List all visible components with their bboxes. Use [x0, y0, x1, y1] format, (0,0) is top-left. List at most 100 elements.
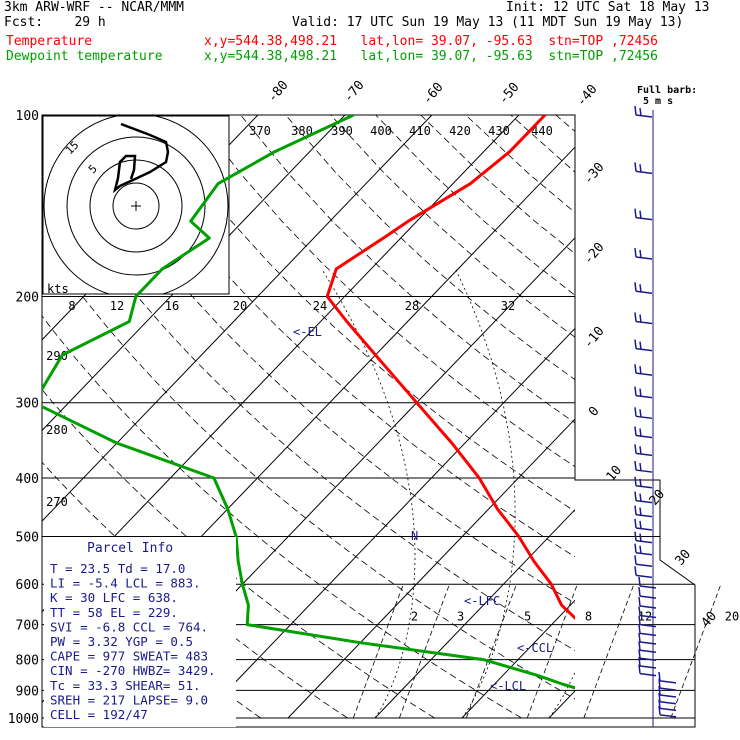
theta-label-390: 390	[331, 124, 353, 138]
isotherm-label--10: -10	[581, 324, 608, 352]
wind-barb	[634, 339, 653, 352]
wind-barb	[634, 505, 653, 518]
theta-label-430: 430	[488, 124, 510, 138]
wind-barb	[634, 566, 653, 579]
theta-label-380: 380	[291, 124, 313, 138]
pressure-label-700: 700	[16, 619, 39, 634]
wind-barb	[658, 671, 677, 684]
isotherm-labels: -80 -70 -60 -50 -40 -30 -20 -10 0 10 20 30 40	[265, 78, 720, 631]
isotherm-line	[636, 115, 740, 718]
wind-barb	[634, 364, 653, 376]
parcel-info-row: SREH = 217 LAPSE= 9.0	[50, 692, 208, 707]
parcel-info-row: Tc = 33.3 SHEAR= 51.	[50, 678, 201, 693]
dry-adiabat	[285, 115, 575, 381]
dry-adiabat	[42, 239, 575, 700]
hodograph-speed-tick-28: 28	[405, 299, 419, 313]
wind-barb	[634, 444, 653, 457]
parcel-info-panel: Parcel Info T = 23.5 Td = 17.0LI = -5.4 …	[44, 537, 236, 727]
isotherm-label--80: -80	[265, 78, 292, 106]
model-title: 3km ARW-WRF -- NCAR/MMM	[4, 0, 185, 15]
wind-barb	[634, 208, 653, 221]
pressure-label-100: 100	[16, 109, 39, 124]
moist-adiabat	[321, 268, 416, 719]
isotherm-label--20: -20	[581, 240, 608, 268]
dry-adiabat	[195, 115, 575, 468]
mixing-ratio-label-5: 5	[524, 610, 531, 624]
dry-adiabat	[646, 115, 740, 718]
wind-barb	[658, 678, 677, 691]
wind-barb	[634, 491, 653, 504]
theta-label-440: 440	[531, 124, 553, 138]
dry-adiabat	[465, 115, 575, 214]
mixing-ratio-label-3: 3	[457, 610, 464, 624]
isotherm-label-10: 10	[604, 463, 626, 485]
lcl-annotation: <-LCL	[490, 679, 526, 693]
init-time: Init: 12 UTC Sat 18 May 13	[506, 0, 710, 15]
mixing-ratio-line	[352, 584, 404, 719]
wind-barb	[658, 692, 677, 705]
parcel-info-row: CIN = -270 HWBZ= 3429.	[50, 663, 216, 678]
dewpoint-profile	[42, 115, 575, 690]
hodograph-ring-2	[89, 159, 183, 253]
mixing-ratio-label-2: 2	[411, 610, 418, 624]
parcel-info-row: PW = 3.32 YGP = 0.5	[50, 634, 193, 649]
theta-label-270: 270	[46, 495, 68, 509]
isotherm-line	[42, 115, 433, 522]
wind-barb	[634, 460, 653, 473]
wind-barb	[634, 386, 653, 399]
isotherm-line	[287, 418, 575, 719]
dry-adiabat	[601, 115, 740, 718]
parcel-info-row: TT = 58 EL = 229.	[50, 605, 178, 620]
isotherm-label-0: 0	[586, 404, 603, 420]
isotherm-label--40: -40	[574, 82, 601, 110]
hodograph-speed-tick-32: 32	[501, 299, 515, 313]
pressure-axis-labels: 100 200 300 400 500 600 700 800 900 1000	[8, 109, 39, 727]
isotherm-label-30: 30	[673, 547, 695, 569]
moist-adiabat	[723, 269, 740, 718]
theta-label-400: 400	[370, 124, 392, 138]
wind-barbs	[634, 105, 677, 727]
dry-adiabat	[691, 115, 740, 718]
dry-adiabat	[736, 115, 740, 718]
parcel-info-title: Parcel Info	[87, 541, 173, 556]
hodograph: 15 5	[42, 115, 230, 295]
mixing-ratio-labels: 2 3 5 8 12 20	[411, 610, 739, 624]
dry-adiabat	[105, 115, 575, 558]
isotherm-label--50: -50	[496, 80, 523, 108]
moist-adiabat-lines	[321, 268, 740, 719]
parcel-info-row: SVI = -6.8 CCL = 764.	[50, 619, 208, 634]
hodograph-units: kts	[47, 282, 69, 296]
wind-barb	[634, 105, 653, 118]
parcel-info-row: CELL = 192/47	[50, 707, 148, 722]
isotherm-label--70: -70	[341, 78, 368, 106]
hodograph-speed-tick-12: 12	[110, 299, 124, 313]
pressure-label-800: 800	[16, 654, 39, 669]
plot-frame	[41, 114, 696, 728]
valid-time: Valid: 17 UTC Sun 19 May 13 (11 MDT Sun …	[292, 15, 684, 30]
parcel-info-background	[44, 537, 236, 727]
mixing-ratio-label-8: 8	[585, 610, 592, 624]
dewpoint-legend-label: Dewpoint temperature	[6, 49, 163, 64]
isotherm-line	[200, 327, 575, 719]
barb-key-title: Full barb:	[637, 85, 697, 96]
theta-label-280: 280	[46, 423, 68, 437]
isotherm-label--60: -60	[420, 80, 447, 108]
isotherm-line	[42, 115, 346, 432]
pressure-label-1000: 1000	[8, 712, 39, 727]
wind-barb	[658, 705, 677, 718]
mixing-ratio-line	[670, 584, 722, 719]
hodograph-ring-3	[66, 136, 206, 276]
temperature-legend-label: Temperature	[6, 34, 93, 49]
isotherm-line	[374, 508, 575, 719]
hodograph-ring-4	[43, 116, 229, 294]
hodograph-trace	[112, 122, 170, 194]
el-annotation: <-EL	[293, 325, 322, 339]
pressure-label-600: 600	[16, 578, 39, 593]
moist-adiabat	[455, 268, 516, 719]
hodograph-speed-tick-16: 16	[165, 299, 179, 313]
dry-adiabat	[150, 115, 575, 512]
wind-barb	[634, 543, 653, 556]
isotherm-label-40: 40	[699, 609, 721, 631]
theta-label-370: 370	[249, 124, 271, 138]
